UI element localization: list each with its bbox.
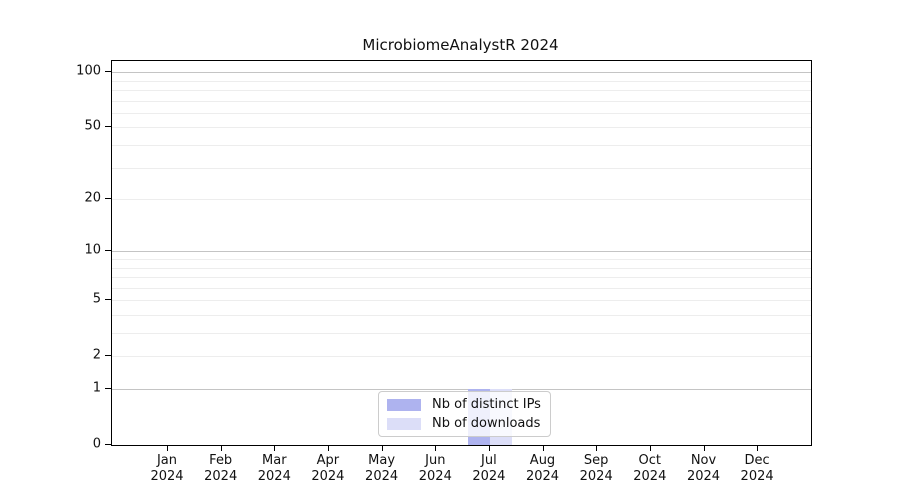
x-tick-mark — [167, 445, 168, 451]
y-tick-label: 10 — [84, 242, 101, 258]
x-tick-label: Mar 2024 — [257, 453, 291, 484]
x-tick-label: Sep 2024 — [579, 453, 613, 484]
x-tick-label: Aug 2024 — [525, 453, 560, 484]
chart-title: MicrobiomeAnalystR 2024 — [362, 36, 559, 54]
y-tick-label: 50 — [84, 118, 101, 134]
x-tick-label: Dec 2024 — [740, 453, 774, 484]
y-tick-label: 0 — [92, 436, 101, 452]
gridline-minor — [112, 287, 811, 289]
x-tick-label: Jul 2024 — [472, 453, 506, 484]
legend-swatch-downloads — [387, 417, 421, 430]
y-tick-mark — [105, 126, 111, 128]
x-tick-mark — [703, 445, 705, 451]
x-tick-mark — [649, 445, 651, 451]
x-tick-label: May 2024 — [365, 453, 399, 484]
gridline-minor — [112, 112, 811, 114]
gridline-minor — [112, 90, 811, 91]
x-tick-mark — [381, 445, 383, 451]
y-tick-mark — [105, 299, 111, 301]
x-tick-mark — [327, 445, 329, 451]
gridline-minor — [112, 277, 811, 278]
legend-swatch-distinct-ips — [387, 398, 421, 411]
legend-item-downloads: Nb of downloads — [387, 416, 541, 431]
y-tick-mark — [105, 198, 111, 200]
gridline-minor — [112, 259, 811, 260]
gridline-major — [112, 389, 811, 390]
y-tick-mark — [105, 71, 111, 73]
x-tick-label: Jun 2024 — [418, 453, 452, 484]
gridline-minor — [112, 356, 811, 358]
x-tick-label: Apr 2024 — [311, 453, 345, 484]
y-tick-mark — [105, 355, 111, 357]
gridline-major — [112, 251, 811, 253]
x-tick-mark — [488, 445, 490, 451]
y-tick-mark — [105, 444, 111, 445]
gridline-minor — [112, 267, 811, 269]
x-tick-mark — [542, 445, 544, 451]
legend-label-downloads: Nb of downloads — [432, 416, 541, 431]
gridline-minor — [112, 300, 811, 302]
x-tick-label: Nov 2024 — [686, 453, 721, 484]
gridline-minor — [112, 80, 811, 82]
x-tick-mark — [274, 445, 276, 451]
gridline-minor — [112, 315, 811, 316]
gridline-minor — [112, 167, 811, 169]
gridline-minor — [112, 333, 811, 334]
y-tick-label: 20 — [84, 190, 101, 206]
gridline-minor — [112, 127, 811, 129]
gridline-minor — [112, 100, 811, 102]
legend-label-distinct-ips: Nb of distinct IPs — [432, 397, 541, 412]
y-tick-label: 1 — [92, 380, 101, 396]
x-tick-label: Feb 2024 — [204, 453, 238, 484]
plot-area — [111, 60, 812, 446]
gridline-major — [112, 72, 811, 74]
y-tick-label: 2 — [92, 347, 101, 363]
x-tick-label: Oct 2024 — [633, 453, 667, 484]
x-tick-mark — [596, 445, 598, 451]
y-tick-label: 100 — [76, 63, 101, 79]
x-tick-mark — [757, 445, 759, 451]
legend-item-distinct-ips: Nb of distinct IPs — [387, 397, 541, 412]
x-tick-mark — [435, 445, 437, 451]
gridline-minor — [112, 199, 811, 201]
y-tick-mark — [105, 250, 111, 252]
y-tick-mark — [105, 388, 111, 389]
x-tick-label: Jan 2024 — [150, 453, 184, 484]
x-tick-mark — [220, 445, 222, 451]
y-tick-label: 5 — [92, 291, 101, 307]
legend: Nb of distinct IPs Nb of downloads — [378, 391, 551, 437]
gridline-minor — [112, 145, 811, 146]
